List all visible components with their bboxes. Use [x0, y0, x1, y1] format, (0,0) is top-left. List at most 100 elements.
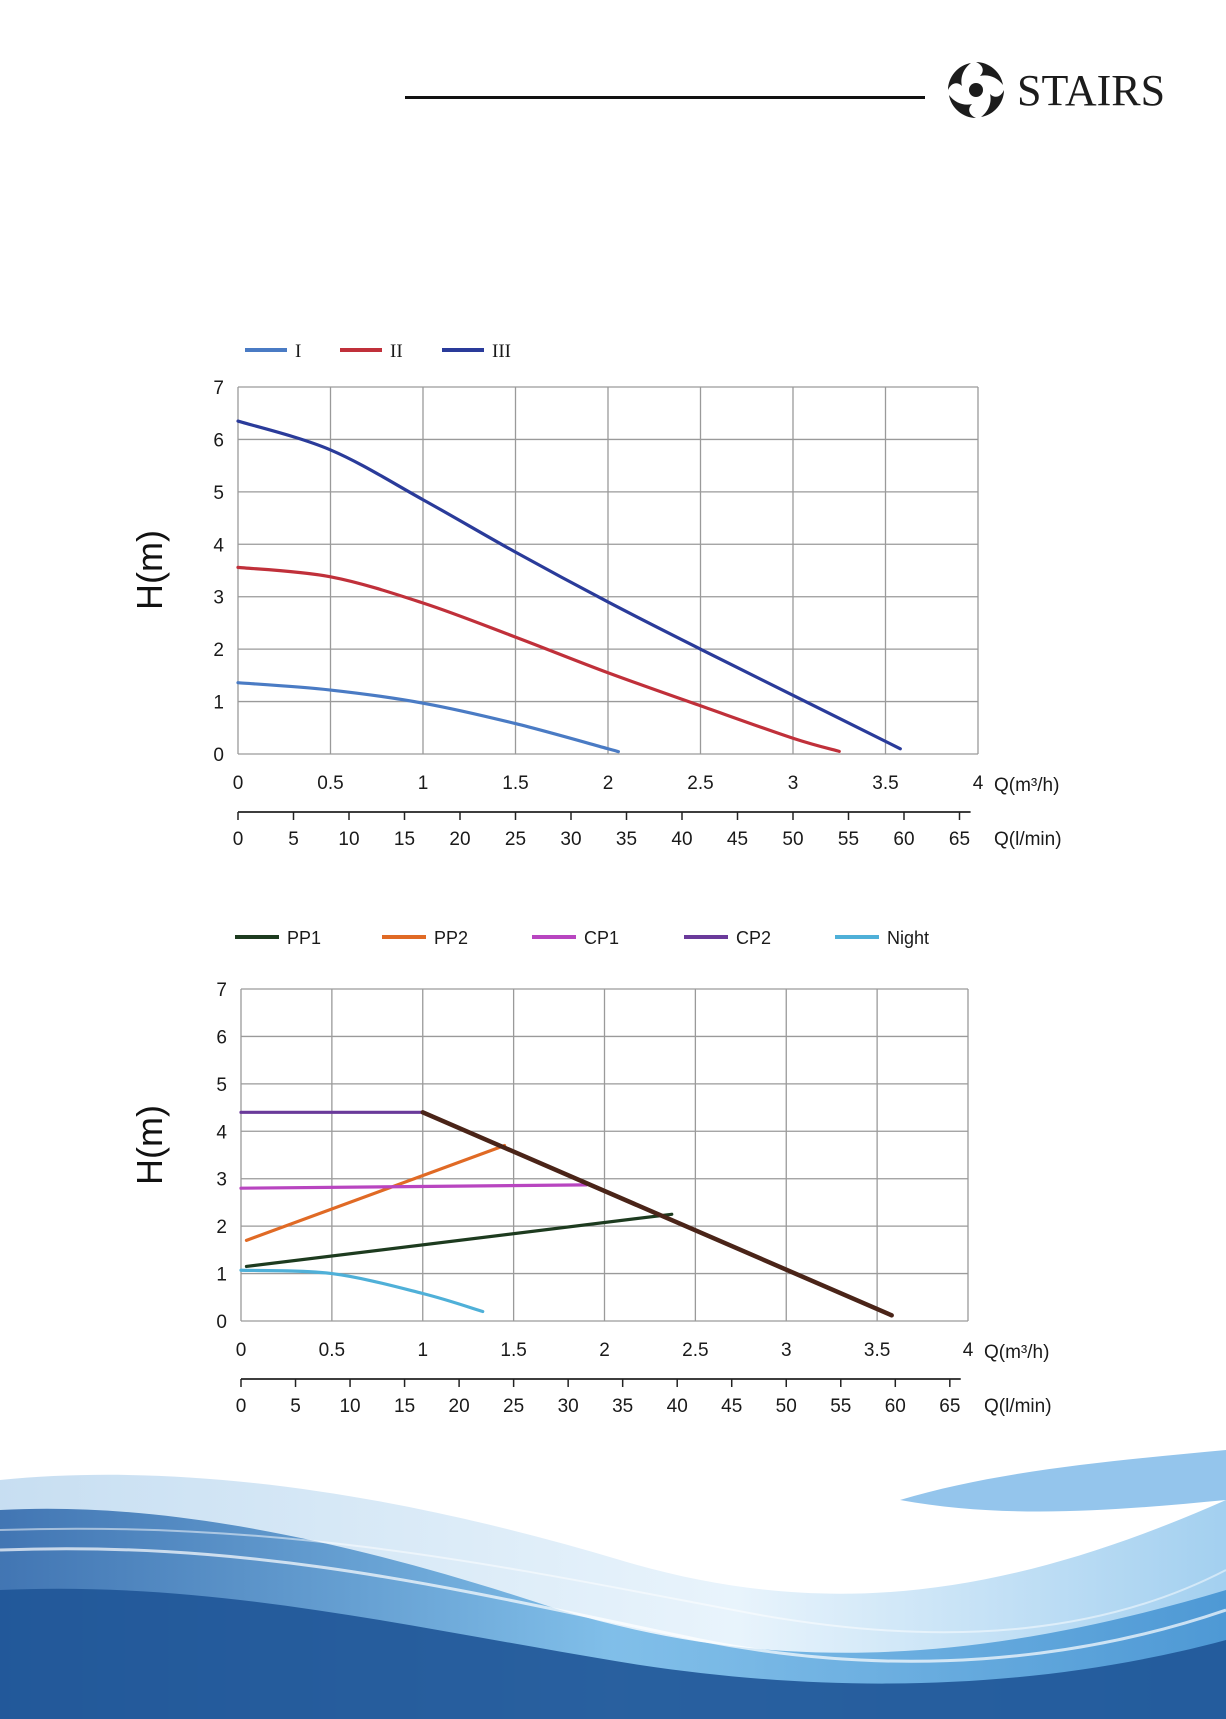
brand: STAIRS [945, 58, 1165, 122]
secondary-tick-label: 55 [830, 1396, 851, 1417]
series-line-pp1 [244, 1212, 674, 1269]
legend: I II III [245, 341, 511, 362]
grid [240, 988, 969, 1322]
secondary-tick-label: 0 [236, 1396, 247, 1417]
x-tick-label: 1.5 [502, 773, 528, 794]
series-line-pp2 [244, 1143, 507, 1242]
y-tick-label: 3 [216, 1170, 227, 1191]
y-tick-label: 4 [216, 1122, 227, 1143]
x-tick-label: 1 [418, 773, 429, 794]
y-tick-label: 5 [213, 483, 224, 504]
secondary-tick-label: 45 [727, 829, 748, 850]
x-tick-label: 1 [417, 1340, 428, 1361]
series-line-iii [236, 419, 902, 751]
y-tick-label: 6 [216, 1027, 227, 1048]
secondary-tick-label: 55 [838, 829, 859, 850]
grid [237, 386, 979, 755]
y-tick-label: 7 [216, 980, 227, 1001]
secondary-axis-unit-label: Q(l/min) [984, 1396, 1052, 1417]
secondary-tick-label: 60 [885, 1396, 906, 1417]
secondary-tick-label: 10 [339, 1396, 360, 1417]
series-layer [239, 1110, 894, 1318]
y-tick-label: 1 [216, 1265, 227, 1286]
secondary-tick-label: 0 [233, 829, 244, 850]
x-tick-label: 2 [599, 1340, 610, 1361]
secondary-tick-label: 15 [394, 1396, 415, 1417]
y-axis-title: H(m) [129, 1105, 170, 1185]
legend-label: CP1 [584, 928, 619, 948]
legend-label: Night [887, 928, 929, 948]
series-line-night [239, 1268, 485, 1314]
x-tick-label: 3.5 [864, 1340, 890, 1361]
y-tick-labels: 0 1 2 3 4 5 6 7 [216, 980, 227, 1333]
series-line-ii [236, 565, 841, 753]
secondary-tick-label: 15 [394, 829, 415, 850]
series-line-cp1 [239, 1183, 588, 1190]
secondary-axis: 0 5 10 15 20 25 30 35 40 45 50 55 60 65 [236, 1378, 961, 1417]
legend-label: II [390, 341, 403, 362]
y-tick-label: 0 [213, 745, 224, 766]
secondary-tick-label: 50 [776, 1396, 797, 1417]
secondary-tick-label: 40 [671, 829, 692, 850]
y-tick-label: 0 [216, 1312, 227, 1333]
legend-label: PP2 [434, 928, 468, 948]
secondary-tick-label: 10 [338, 829, 359, 850]
brand-name: STAIRS [1017, 65, 1166, 115]
y-tick-label: 4 [213, 535, 224, 556]
secondary-tick-label: 25 [503, 1396, 524, 1417]
secondary-axis: 0 5 10 15 20 25 30 35 40 45 50 55 60 65 [233, 811, 971, 850]
series-line-i [236, 681, 621, 754]
secondary-tick-label: 20 [449, 1396, 470, 1417]
legend-label: III [492, 341, 511, 362]
y-tick-label: 5 [216, 1075, 227, 1096]
x-tick-label: 3 [788, 773, 799, 794]
water-wave-decoration [0, 1450, 1226, 1719]
legend-label: CP2 [736, 928, 771, 948]
secondary-tick-label: 30 [560, 829, 581, 850]
series-line-pp-characteristic [420, 1110, 894, 1318]
y-tick-label: 1 [213, 693, 224, 714]
x-tick-label: 3 [781, 1340, 792, 1361]
x-tick-label: 2.5 [687, 773, 713, 794]
series-layer [236, 419, 902, 754]
x-tick-label: 1.5 [500, 1340, 526, 1361]
legend-label: I [295, 341, 301, 362]
secondary-tick-label: 30 [558, 1396, 579, 1417]
x-axis-unit-label: Q(m³/h) [994, 775, 1059, 796]
x-tick-label: 2 [603, 773, 614, 794]
x-tick-label: 3.5 [872, 773, 898, 794]
secondary-tick-label: 35 [616, 829, 637, 850]
header-rule [405, 96, 925, 99]
y-axis-title: H(m) [129, 530, 170, 610]
x-tick-label: 4 [963, 1340, 974, 1361]
y-tick-label: 6 [213, 430, 224, 451]
x-tick-labels: 0 0.5 1 1.5 2 2.5 3 3.5 4 [233, 773, 984, 794]
y-tick-labels: 0 1 2 3 4 5 6 7 [213, 378, 224, 766]
secondary-tick-label: 5 [288, 829, 299, 850]
secondary-axis-unit-label: Q(l/min) [994, 829, 1062, 850]
secondary-tick-label: 60 [893, 829, 914, 850]
secondary-tick-label: 45 [721, 1396, 742, 1417]
x-axis-unit-label: Q(m³/h) [984, 1342, 1049, 1363]
secondary-tick-label: 20 [449, 829, 470, 850]
x-tick-label: 0.5 [319, 1340, 345, 1361]
y-tick-label: 3 [213, 588, 224, 609]
secondary-tick-label: 65 [949, 829, 970, 850]
secondary-tick-label: 40 [667, 1396, 688, 1417]
y-tick-label: 2 [213, 640, 224, 661]
secondary-tick-label: 65 [939, 1396, 960, 1417]
x-tick-label: 0 [233, 773, 244, 794]
legend-label: PP1 [287, 928, 321, 948]
secondary-tick-label: 50 [782, 829, 803, 850]
x-tick-label: 2.5 [682, 1340, 708, 1361]
x-tick-label: 0.5 [317, 773, 343, 794]
legend: PP1 PP2 CP1 CP2 Night [235, 928, 929, 948]
x-tick-label: 4 [973, 773, 984, 794]
x-tick-labels: 0 0.5 1 1.5 2 2.5 3 3.5 4 [236, 1340, 974, 1361]
secondary-tick-label: 25 [505, 829, 526, 850]
stairs-swirl-logo-icon [948, 62, 1004, 118]
y-tick-label: 7 [213, 378, 224, 399]
secondary-tick-label: 35 [612, 1396, 633, 1417]
